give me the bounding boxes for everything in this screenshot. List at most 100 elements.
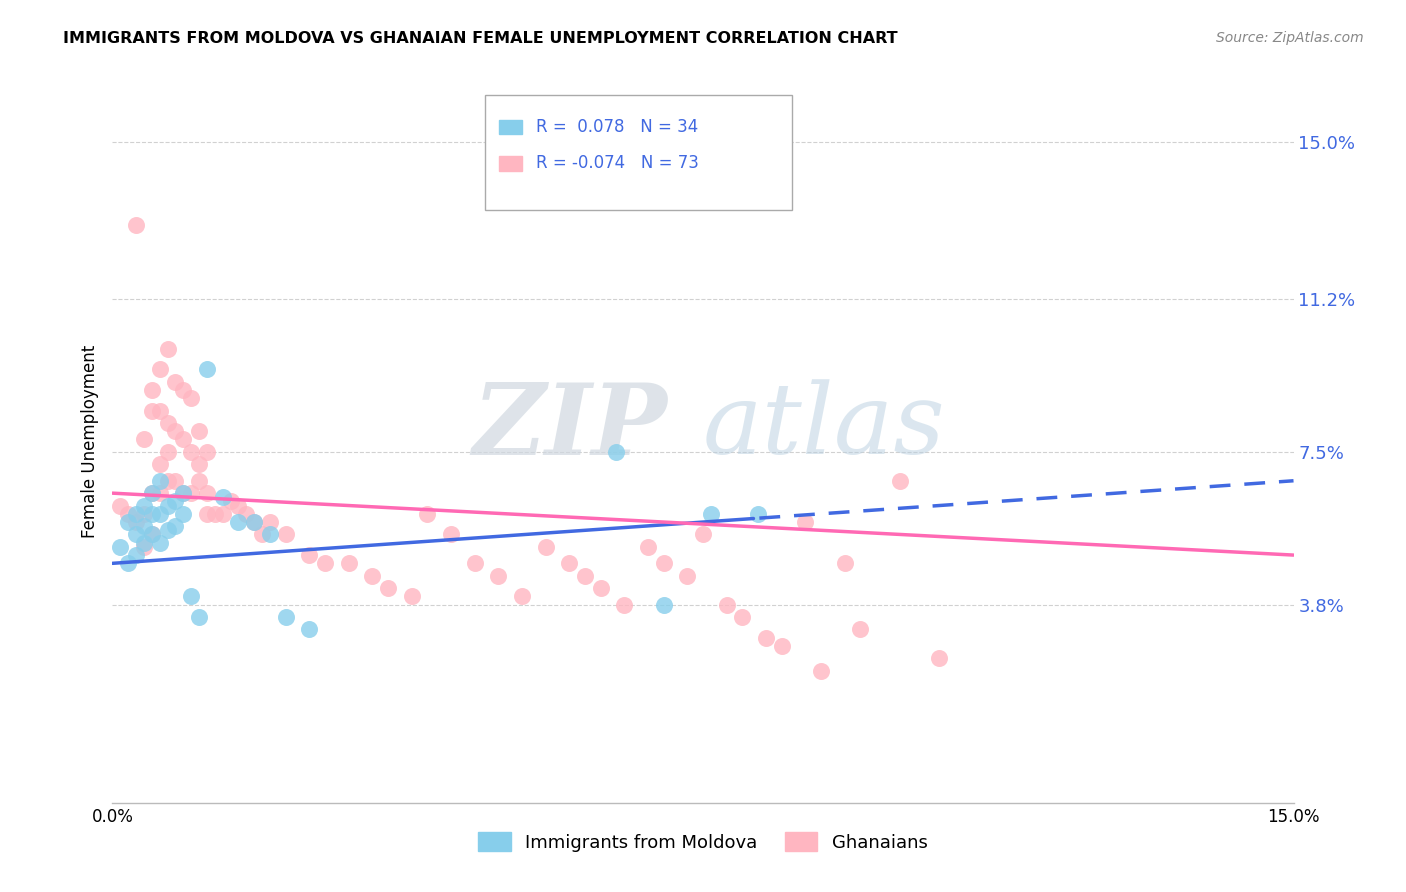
Point xyxy=(156,474,179,488)
FancyBboxPatch shape xyxy=(499,156,522,170)
Point xyxy=(652,557,675,571)
Point xyxy=(259,515,281,529)
Point xyxy=(589,581,612,595)
Point xyxy=(149,535,172,549)
Point xyxy=(274,610,297,624)
Point xyxy=(149,474,172,488)
Point xyxy=(156,342,179,356)
Point xyxy=(770,639,793,653)
Point xyxy=(195,486,218,500)
Point xyxy=(534,540,557,554)
Point xyxy=(156,416,179,430)
Point xyxy=(165,424,187,438)
Point xyxy=(110,540,132,554)
Point xyxy=(298,548,321,562)
Point xyxy=(195,445,218,459)
Point xyxy=(361,568,384,582)
Point xyxy=(172,433,194,447)
Point xyxy=(141,527,163,541)
Point xyxy=(755,631,778,645)
Point xyxy=(156,445,179,459)
Point xyxy=(747,507,769,521)
Point xyxy=(464,557,486,571)
Text: R =  0.078   N = 34: R = 0.078 N = 34 xyxy=(537,119,699,136)
Point xyxy=(188,457,211,471)
Point xyxy=(125,527,148,541)
Point xyxy=(228,499,250,513)
Point xyxy=(337,557,360,571)
Point xyxy=(235,507,257,521)
Point xyxy=(149,507,172,521)
Point xyxy=(117,507,139,521)
Point xyxy=(172,486,194,500)
Point xyxy=(243,515,266,529)
Point xyxy=(132,507,155,521)
Point xyxy=(810,664,832,678)
Point xyxy=(928,651,950,665)
Point xyxy=(652,598,675,612)
Point xyxy=(243,515,266,529)
Point xyxy=(125,515,148,529)
Point xyxy=(141,527,163,541)
Point xyxy=(125,507,148,521)
Point xyxy=(188,424,211,438)
Point xyxy=(125,548,148,562)
Legend: Immigrants from Moldova, Ghanaians: Immigrants from Moldova, Ghanaians xyxy=(471,825,935,859)
Point xyxy=(613,598,636,612)
Point xyxy=(219,494,242,508)
Point xyxy=(574,568,596,582)
Point xyxy=(141,486,163,500)
Point xyxy=(141,507,163,521)
Point xyxy=(889,474,911,488)
Text: R = -0.074   N = 73: R = -0.074 N = 73 xyxy=(537,154,699,172)
Point xyxy=(172,507,194,521)
Point xyxy=(377,581,399,595)
Point xyxy=(132,499,155,513)
Point xyxy=(165,375,187,389)
Point xyxy=(700,507,723,521)
Point xyxy=(834,557,856,571)
Text: Source: ZipAtlas.com: Source: ZipAtlas.com xyxy=(1216,31,1364,45)
Point xyxy=(188,610,211,624)
Point xyxy=(141,383,163,397)
Point xyxy=(195,362,218,376)
Point xyxy=(228,515,250,529)
Point xyxy=(188,474,211,488)
Point xyxy=(676,568,699,582)
FancyBboxPatch shape xyxy=(499,120,522,135)
Text: IMMIGRANTS FROM MOLDOVA VS GHANAIAN FEMALE UNEMPLOYMENT CORRELATION CHART: IMMIGRANTS FROM MOLDOVA VS GHANAIAN FEMA… xyxy=(63,31,898,46)
Point xyxy=(605,445,627,459)
Point xyxy=(849,623,872,637)
Point xyxy=(110,499,132,513)
Point xyxy=(141,403,163,417)
Point xyxy=(211,507,233,521)
Point xyxy=(172,383,194,397)
Point xyxy=(486,568,509,582)
Point xyxy=(440,527,463,541)
Point xyxy=(314,557,336,571)
Point xyxy=(172,486,194,500)
Point xyxy=(195,507,218,521)
Point xyxy=(141,486,163,500)
Point xyxy=(204,507,226,521)
Point xyxy=(298,623,321,637)
Text: ZIP: ZIP xyxy=(472,379,668,475)
Point xyxy=(165,494,187,508)
Point xyxy=(692,527,714,541)
Point xyxy=(132,433,155,447)
Point xyxy=(401,590,423,604)
Point xyxy=(180,590,202,604)
Point xyxy=(149,362,172,376)
Point xyxy=(731,610,754,624)
Point xyxy=(132,535,155,549)
Point xyxy=(794,515,817,529)
Point xyxy=(156,499,179,513)
Point xyxy=(132,519,155,533)
Point xyxy=(180,445,202,459)
Point xyxy=(416,507,439,521)
Point xyxy=(180,391,202,405)
Point xyxy=(716,598,738,612)
Point xyxy=(149,403,172,417)
Point xyxy=(117,515,139,529)
Point xyxy=(149,457,172,471)
